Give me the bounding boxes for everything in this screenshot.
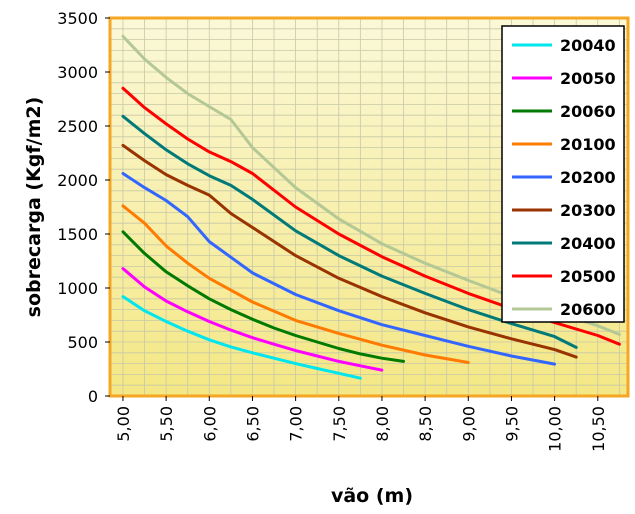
x-axis-label: vão (m) (331, 485, 413, 507)
series-line-20050 (121, 267, 384, 372)
x-tick-label: 10,50 (589, 406, 608, 452)
legend-label-20060: 20060 (560, 102, 616, 121)
plot-border (108, 16, 630, 398)
series-line-20400 (121, 114, 578, 349)
y-tick-label: 2000 (57, 171, 98, 190)
series-line-20100 (121, 204, 470, 364)
x-tick-label: 5,00 (114, 406, 133, 442)
legend: 20040 20050 20060 20100 20200 20300 20400 20500… (501, 25, 625, 323)
series-line-20300 (121, 143, 578, 359)
x-tick-label: 8,00 (373, 406, 392, 442)
y-tick-label: 500 (67, 333, 98, 352)
x-tick-label: 9,50 (502, 406, 521, 442)
x-tick-label: 8,50 (416, 406, 435, 442)
y-axis-ticks: 0 500 1000 1500 2000 2500 3000 3500 (57, 9, 110, 406)
x-tick-label: 6,50 (243, 406, 262, 442)
y-tick-label: 3000 (57, 63, 98, 82)
y-tick-label: 2500 (57, 117, 98, 136)
x-tick-label: 10,00 (546, 406, 565, 452)
legend-label-20200: 20200 (560, 168, 616, 187)
legend-label-20100: 20100 (560, 135, 616, 154)
x-tick-label: 9,00 (459, 406, 478, 442)
legend-label-20300: 20300 (560, 201, 616, 220)
x-tick-label: 7,50 (330, 406, 349, 442)
legend-label-20600: 20600 (560, 300, 616, 319)
x-tick-label: 5,50 (157, 406, 176, 442)
y-tick-label: 1000 (57, 279, 98, 298)
y-axis-label: sobrecarga (Kgf/m2) (23, 97, 45, 318)
legend-box (501, 25, 625, 323)
x-tick-label: 7,00 (287, 406, 306, 442)
y-tick-label: 0 (88, 387, 98, 406)
legend-label-20500: 20500 (560, 267, 616, 286)
y-tick-label: 3500 (57, 9, 98, 28)
legend-label-20400: 20400 (560, 234, 616, 253)
series-line-20040 (121, 295, 362, 380)
y-tick-label: 1500 (57, 225, 98, 244)
legend-label-20050: 20050 (560, 69, 616, 88)
series-line-20200 (121, 172, 557, 366)
legend-label-20040: 20040 (560, 36, 616, 55)
x-axis-ticks: 5,00 5,50 6,00 6,50 7,00 7,50 8,00 8,50 9,00 9,50… (114, 396, 608, 452)
series-line-20060 (121, 230, 405, 363)
x-tick-label: 6,00 (200, 406, 219, 442)
